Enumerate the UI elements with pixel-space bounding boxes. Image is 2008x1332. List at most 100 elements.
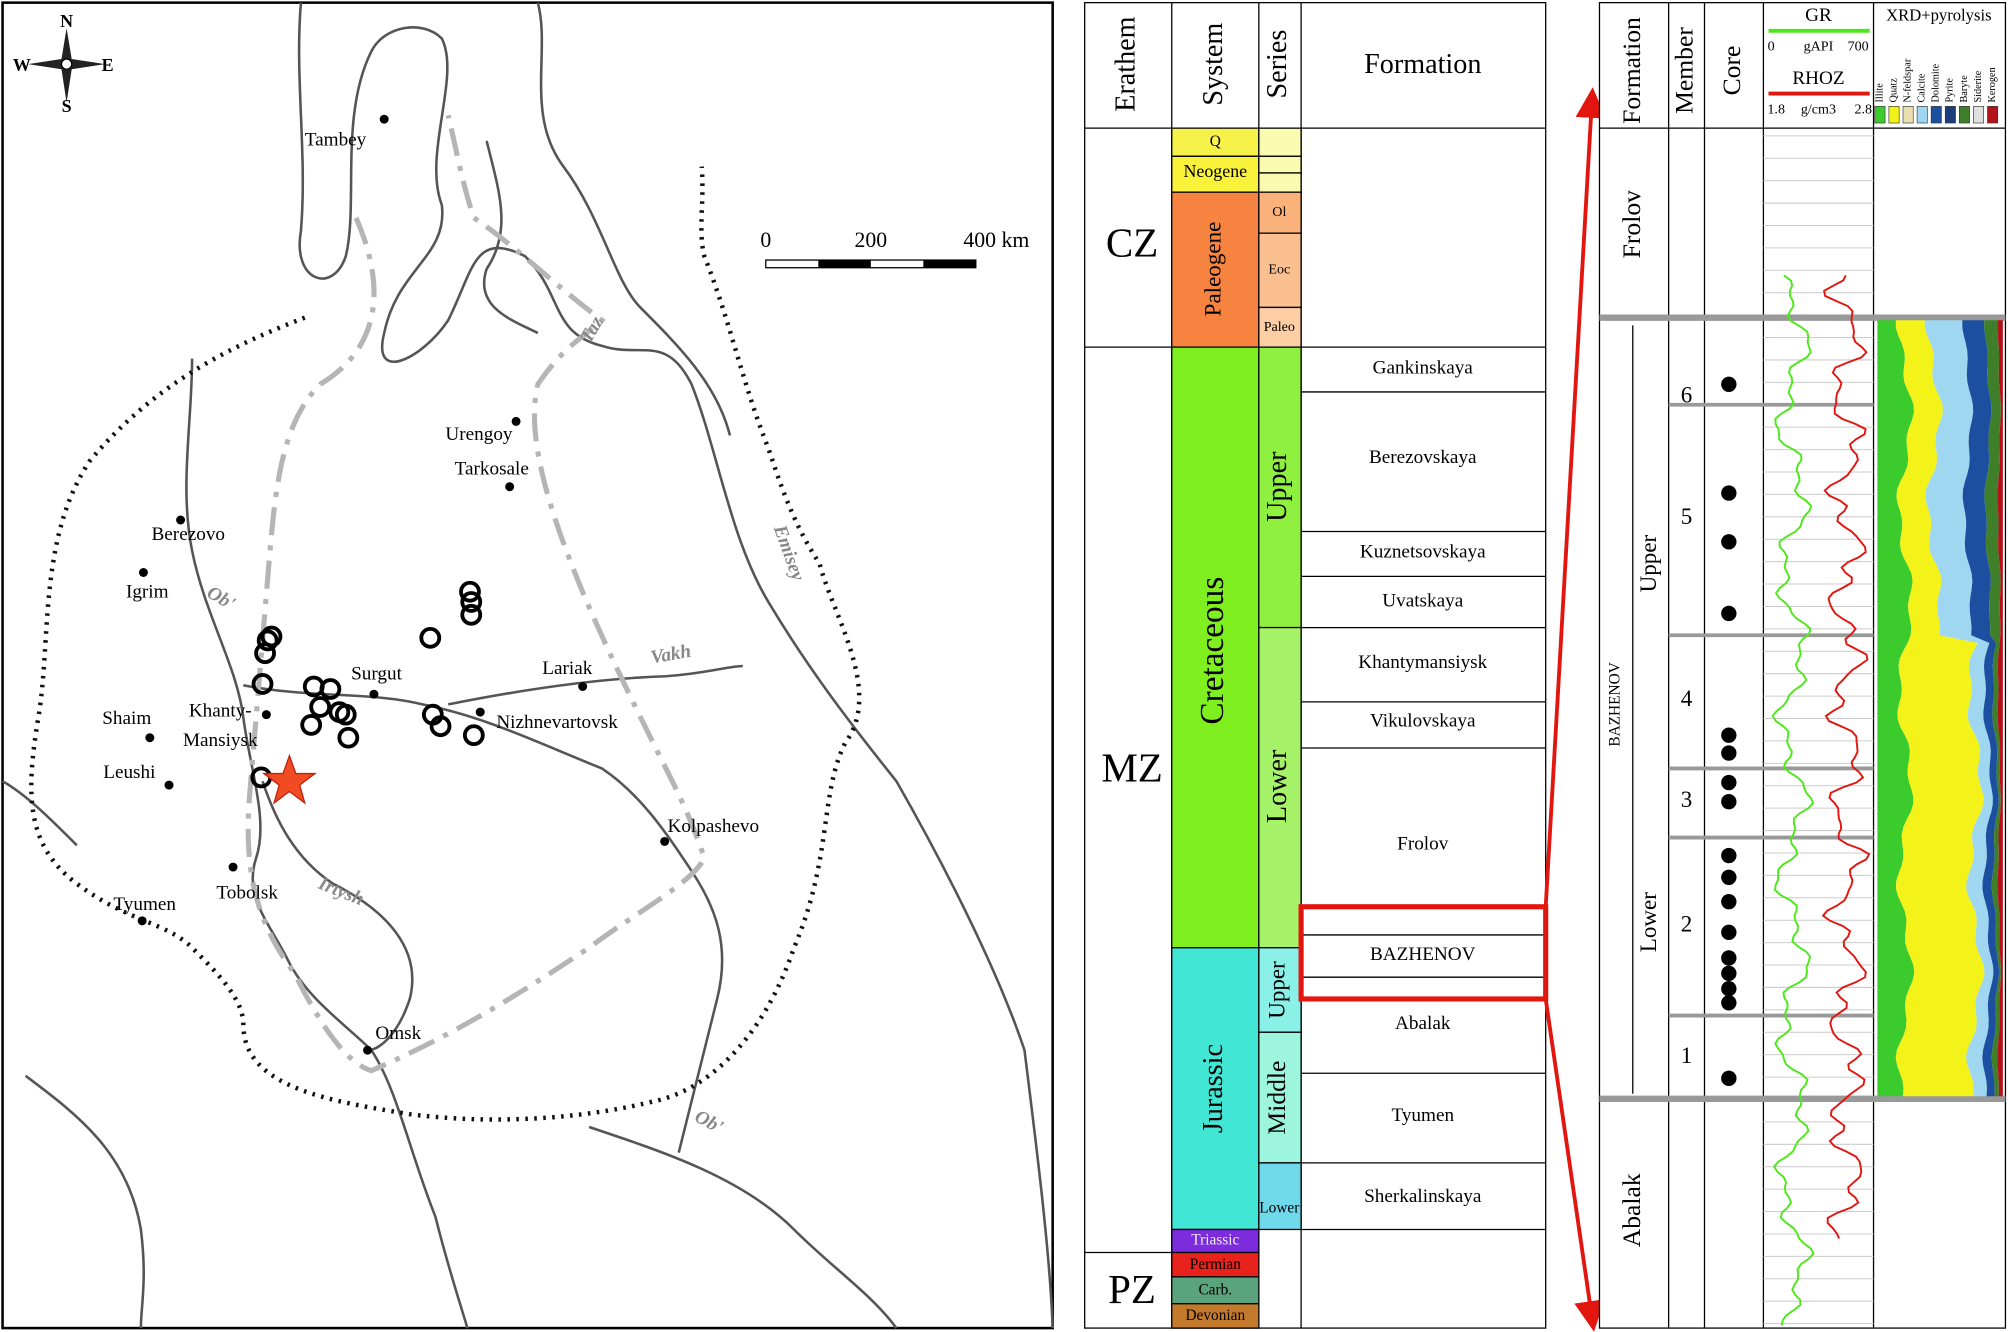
correlation-arrow	[1543, 998, 1605, 1332]
mineral-swatch	[1944, 106, 1956, 124]
mineral-swatch	[1973, 106, 1984, 124]
mineral-label: Illite	[1874, 83, 1885, 103]
well	[256, 629, 279, 652]
city-label: Nizhnevartovsk	[496, 712, 618, 733]
system-label: Permian	[1190, 1256, 1242, 1273]
mineral-label: Calcite	[1917, 73, 1928, 102]
well	[334, 703, 357, 726]
well	[429, 715, 452, 738]
city-dot	[369, 689, 379, 699]
rhoz-max: 2.8	[1854, 101, 1872, 117]
member-label: 2	[1681, 910, 1693, 936]
series-box	[1258, 155, 1302, 174]
member-label: 4	[1681, 685, 1693, 711]
city-label: Lariak	[542, 658, 592, 679]
well	[319, 678, 342, 700]
series-box	[1258, 172, 1302, 193]
formation-label: Uvatskaya	[1382, 590, 1463, 611]
city-dot	[145, 733, 155, 743]
city-dot	[363, 1045, 373, 1055]
column-header: Series	[1262, 30, 1293, 99]
series-label: Lower	[1259, 1200, 1299, 1217]
city-dot	[164, 780, 174, 790]
system-box	[1171, 155, 1260, 193]
well	[300, 714, 323, 736]
city-dot	[578, 682, 588, 691]
xrd-layer	[1924, 320, 1994, 1097]
column-header: Erathem	[1111, 16, 1142, 111]
erathem-label: MZ	[1101, 745, 1162, 791]
log-header: Formation	[1617, 17, 1646, 124]
map-frame	[1, 1, 1054, 1330]
rivers-coast	[1, 2, 1054, 1329]
well	[419, 626, 442, 649]
core-sample	[1721, 745, 1737, 761]
compass-e: E	[102, 55, 114, 75]
erathem-label: PZ	[1108, 1266, 1156, 1312]
xrd-layer	[1895, 320, 1985, 1097]
core-sample	[1721, 605, 1737, 622]
city-label: Kolpashevo	[667, 816, 759, 837]
system-label: Devonian	[1185, 1307, 1245, 1324]
series-label: Lower	[1262, 749, 1293, 823]
city-label: Berezovo	[151, 524, 225, 545]
log-formation: Frolov	[1617, 190, 1646, 258]
column-header: Formation	[1364, 49, 1481, 80]
series-label: Upper	[1262, 451, 1293, 522]
formation-label: Berezovskaya	[1369, 447, 1477, 468]
gr-curve	[1771, 274, 1815, 1326]
study-well-star	[261, 753, 317, 805]
scale-label: 200	[854, 228, 887, 252]
basin-boundary	[29, 166, 862, 1122]
mineral-swatch	[1930, 106, 1942, 124]
series-box	[1258, 232, 1302, 309]
mineral-label: Siderite	[1973, 70, 1984, 102]
formation-label: Khantymansiysk	[1358, 652, 1487, 673]
gr-name: GR	[1805, 5, 1832, 26]
series-box	[1258, 127, 1302, 157]
series-label: Ol	[1272, 204, 1286, 220]
mineral-swatch	[1987, 106, 1999, 124]
system-label: Carb.	[1198, 1281, 1232, 1298]
erathem-label: CZ	[1106, 220, 1158, 266]
rhoz-min: 1.8	[1767, 101, 1785, 117]
member-label: 3	[1681, 786, 1693, 812]
formation-label: Abalak	[1395, 1013, 1451, 1034]
core-sample	[1721, 1070, 1737, 1087]
xrd-title: XRD+pyrolysis	[1886, 6, 1991, 25]
strat-frame	[1084, 2, 1547, 1329]
rhoz-curve	[1821, 274, 1871, 1239]
series-box	[1258, 626, 1302, 949]
well	[254, 642, 276, 665]
series-box	[1258, 346, 1302, 629]
core-sample	[1721, 534, 1737, 550]
mineral-swatch	[1959, 106, 1970, 124]
city-dot	[505, 482, 515, 492]
system-label: Cretaceous	[1194, 577, 1231, 725]
selected-interval	[1298, 904, 1549, 1002]
well	[460, 591, 483, 613]
city-dot	[475, 707, 485, 717]
mineral-label: Pyrite	[1945, 78, 1956, 103]
city-label: Surgut	[351, 663, 402, 684]
city-label: Tobolsk	[216, 882, 278, 903]
mineral-swatch	[1888, 106, 1900, 124]
compass-w: W	[13, 55, 31, 75]
formation-label: Kuznetsovskaya	[1360, 542, 1486, 563]
log-formation: BAZHENOV	[1607, 662, 1624, 746]
city-dot	[228, 862, 238, 872]
formation-label: Sherkalinskaya	[1364, 1186, 1482, 1207]
series-box	[1258, 306, 1302, 348]
city-dot	[379, 114, 389, 124]
xrd-layer	[1997, 320, 2003, 1097]
mineral-label: Dolomite	[1931, 63, 1942, 102]
scale-label: 400 km	[963, 228, 1029, 252]
series-box	[1258, 1031, 1302, 1164]
series-label: Paleo	[1264, 319, 1295, 335]
core-sample	[1721, 995, 1737, 1011]
column-header: System	[1198, 23, 1229, 106]
stratigraphy-panel: Erathem System Series Formation CZ MZ PZ Q Neoge…	[1084, 2, 1607, 1332]
scale-bar	[765, 259, 977, 269]
